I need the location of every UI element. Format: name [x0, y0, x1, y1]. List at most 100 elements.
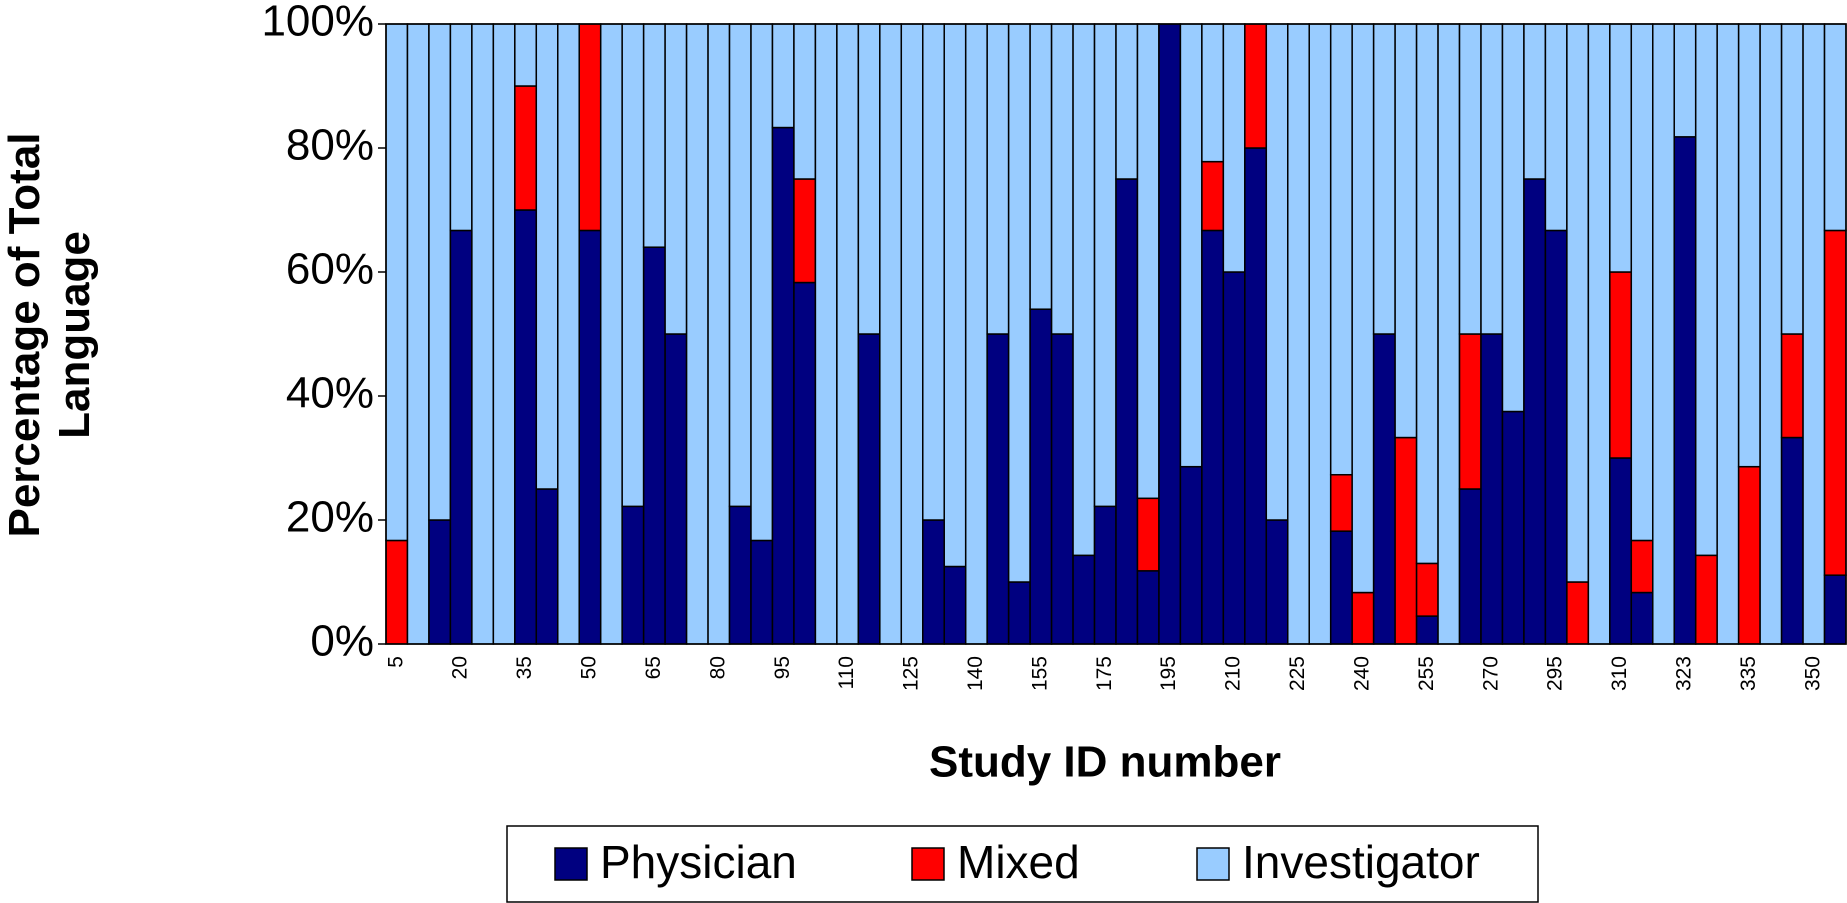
bar-segment	[1394, 23, 1418, 439]
bar-segment	[1587, 23, 1611, 645]
bar-segment	[707, 23, 731, 645]
bar-segment	[621, 23, 645, 508]
bar-segment	[986, 333, 1010, 645]
bar-segment	[1501, 410, 1525, 645]
bar-segment	[1694, 23, 1718, 557]
bar-segment	[1222, 271, 1246, 645]
bar-segment	[1136, 23, 1160, 500]
bar-segment	[1566, 23, 1590, 583]
y-tick-label: 40%	[286, 369, 374, 418]
bar-segment	[1072, 554, 1096, 645]
bar-segment	[385, 539, 409, 645]
bar-segment	[1737, 465, 1761, 645]
bar-segment	[1458, 333, 1482, 490]
bar-segment	[557, 23, 580, 645]
bar-segment	[922, 519, 945, 645]
y-tick-label: 100%	[261, 0, 374, 46]
y-tick-label: 20%	[286, 493, 374, 542]
bar-segment	[943, 23, 967, 568]
bar-segment	[1823, 229, 1847, 576]
bar-segment	[1823, 23, 1847, 232]
y-tick-label: 0%	[310, 617, 374, 666]
bar-segment	[1523, 23, 1547, 180]
y-tick-label: 80%	[286, 121, 374, 170]
x-tick-label: 95	[771, 656, 794, 679]
bar-segment	[1179, 465, 1203, 645]
x-tick-label: 155	[1028, 656, 1051, 691]
bar-segment	[1609, 271, 1633, 459]
bar-segment	[1050, 333, 1074, 645]
bar-segment	[514, 23, 538, 87]
legend-label: Investigator	[1242, 836, 1480, 888]
bar-segment	[1780, 23, 1804, 335]
bar-segment	[1716, 23, 1740, 645]
bar-segment	[1630, 539, 1654, 594]
bar-segment	[1394, 436, 1418, 645]
bar-segment	[1802, 23, 1826, 645]
bar-segment	[642, 246, 666, 645]
legend-box	[506, 825, 1539, 903]
bar-segment	[1050, 23, 1074, 335]
bar-segment	[986, 23, 1010, 335]
bar-segment	[1093, 505, 1117, 645]
bar-segment	[514, 209, 538, 645]
x-tick-label: 323	[1673, 656, 1696, 691]
bar-segment	[1480, 333, 1504, 645]
bar-segment	[1372, 333, 1396, 645]
legend-swatch	[911, 847, 945, 881]
bar-segment	[1458, 23, 1482, 335]
bar-segment	[1673, 136, 1697, 645]
bar-segment	[1759, 23, 1783, 645]
bar-segment	[385, 23, 409, 542]
bar-segment	[535, 488, 559, 645]
bar-segment	[578, 229, 602, 645]
x-tick-label: 225	[1286, 656, 1309, 691]
bar-segment	[857, 333, 881, 645]
x-tick-label: 270	[1479, 656, 1502, 691]
bar-segment	[428, 519, 452, 645]
x-tick-label: 65	[642, 656, 665, 679]
bar-segment	[406, 23, 430, 645]
bar-segment	[1523, 178, 1547, 645]
bar-segment	[685, 23, 709, 645]
bar-segment	[514, 85, 538, 211]
bar-segment	[1287, 23, 1310, 645]
legend-label: Physician	[600, 836, 797, 888]
bar-segment	[1458, 488, 1482, 645]
bar-segment	[1308, 23, 1332, 645]
bar-segment	[793, 281, 817, 645]
bar-segment	[1329, 530, 1353, 645]
x-tick-label: 310	[1608, 656, 1631, 691]
legend-swatch	[554, 847, 588, 881]
legend-swatch	[1196, 847, 1230, 881]
x-tick-label: 5	[384, 656, 407, 668]
bar-segment	[1072, 23, 1096, 557]
bar-segment	[1244, 147, 1268, 645]
bar-segment	[642, 23, 666, 248]
bar-segment	[750, 23, 774, 542]
bar-segment	[1222, 23, 1246, 273]
bar-segment	[836, 23, 860, 645]
bar-segment	[814, 23, 838, 645]
bar-segment	[1372, 23, 1396, 335]
bar-segment	[1415, 615, 1439, 645]
bar-segment	[1437, 23, 1461, 645]
bar-segment	[728, 23, 752, 508]
bar-segment	[1115, 178, 1139, 645]
bar-segment	[578, 23, 602, 232]
bar-segment	[428, 23, 452, 521]
bar-segment	[1415, 562, 1439, 617]
bar-segment	[1652, 23, 1675, 645]
bar-segment	[1737, 23, 1761, 468]
bar-segment	[1115, 23, 1139, 180]
plot-frame	[385, 23, 1847, 645]
bar-segment	[793, 23, 817, 180]
bar-segment	[599, 23, 623, 645]
x-tick-label: 50	[578, 656, 601, 679]
legend-label: Mixed	[957, 836, 1080, 888]
bar-segment	[492, 23, 516, 645]
bar-segment	[793, 178, 817, 284]
bar-segment	[1351, 23, 1375, 594]
x-tick-label: 35	[513, 656, 536, 679]
